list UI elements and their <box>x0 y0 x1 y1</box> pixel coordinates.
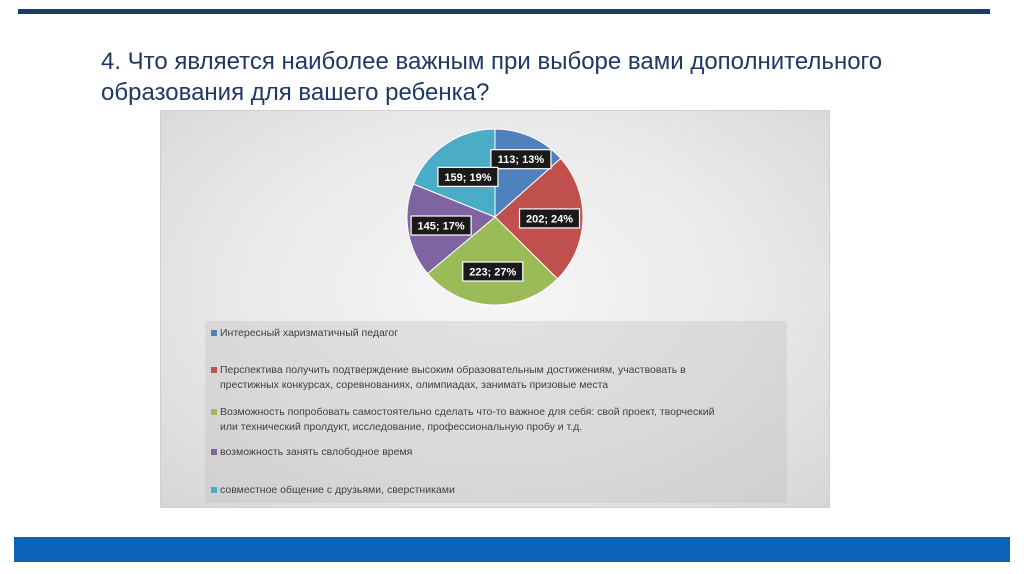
data-label-5: 159; 19% <box>437 166 499 187</box>
svg-text:113; 13%: 113; 13% <box>498 154 545 166</box>
slide-title-line-2: образования для вашего ребенка? <box>101 79 490 106</box>
legend-swatch <box>211 449 217 455</box>
top-divider-bar <box>18 9 990 14</box>
legend-label: Возможность попробовать самостоятельно с… <box>220 406 715 433</box>
legend-label: возможность занять свлободное время <box>220 446 413 458</box>
legend-label: Перспектива получить подтверждение высок… <box>220 364 686 391</box>
legend-item-achievements: Перспектива получить подтверждение высок… <box>209 363 785 393</box>
svg-text:202; 24%: 202; 24% <box>526 213 573 225</box>
data-label-3: 223; 27% <box>462 261 524 282</box>
data-label-4: 145; 17% <box>410 215 472 236</box>
legend-label: совместное общение с друзьями, сверстник… <box>220 484 455 496</box>
legend-item-own-project: Возможность попробовать самостоятельно с… <box>209 405 785 435</box>
data-label-1: 113; 13% <box>490 149 552 170</box>
legend-swatch <box>211 409 217 415</box>
data-label-2: 202; 24% <box>518 208 581 229</box>
bottom-footer-bar <box>14 537 1010 562</box>
slice-own-project <box>426 216 559 306</box>
legend-label: Интересный харизматичный педагог <box>220 327 399 339</box>
legend-item-friends: совместное общение с друзьями, сверстник… <box>209 483 785 498</box>
legend-swatch <box>211 367 217 373</box>
svg-text:223; 27%: 223; 27% <box>469 267 516 279</box>
slide-title-line-1: 4. Что является наиболее важным при выбо… <box>101 48 883 75</box>
slide-title: 4. Что является наиболее важным при выбо… <box>101 46 981 108</box>
legend-item-teacher: Интересный харизматичный педагог <box>209 326 785 341</box>
pie-chart: 113; 13% 202; 24% 223; 27% 145; 17% 159; 19% <box>406 128 584 306</box>
svg-text:145; 17%: 145; 17% <box>418 221 465 233</box>
legend-swatch <box>211 487 217 493</box>
legend-swatch <box>211 330 217 336</box>
chart-area: 113; 13% 202; 24% 223; 27% 145; 17% 159; 19%… <box>160 110 830 508</box>
chart-legend: Интересный харизматичный педагог Перспект… <box>205 321 787 503</box>
legend-item-free-time: возможность занять свлободное время <box>209 445 785 460</box>
svg-text:159; 19%: 159; 19% <box>444 172 491 184</box>
